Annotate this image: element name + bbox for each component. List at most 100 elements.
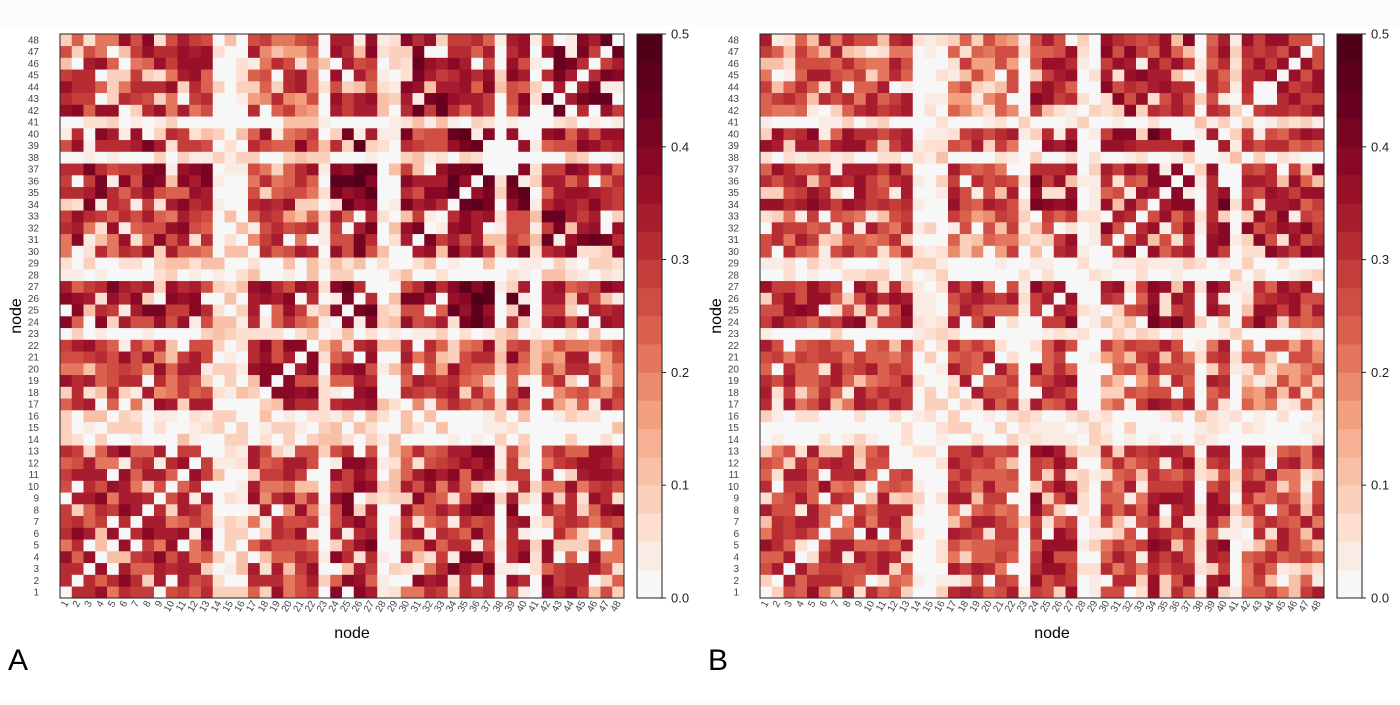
heatmap-cell bbox=[377, 81, 390, 94]
heatmap-cell bbox=[400, 128, 413, 141]
heatmap-cell bbox=[118, 562, 131, 575]
heatmap-cell bbox=[1183, 45, 1196, 58]
heatmap-cell bbox=[212, 492, 225, 505]
heatmap-cell bbox=[224, 562, 237, 575]
heatmap-cell bbox=[983, 186, 996, 199]
heatmap-cell bbox=[259, 128, 272, 141]
heatmap-cell bbox=[447, 128, 460, 141]
heatmap-cell bbox=[783, 398, 796, 411]
heatmap-cell bbox=[1288, 492, 1301, 505]
heatmap-cell bbox=[948, 515, 961, 528]
heatmap-cell bbox=[283, 81, 296, 94]
heatmap-cell bbox=[447, 421, 460, 434]
y-tick-label: 4 bbox=[733, 552, 739, 563]
heatmap-cell bbox=[865, 269, 878, 282]
heatmap-cell bbox=[201, 410, 214, 423]
heatmap-cell bbox=[1194, 574, 1207, 587]
heatmap-cell bbox=[842, 539, 855, 552]
heatmap-cell bbox=[795, 81, 808, 94]
heatmap-cell bbox=[830, 245, 843, 258]
heatmap-cell bbox=[1241, 457, 1254, 470]
x-tick-label: 25 bbox=[338, 599, 353, 615]
heatmap-cell bbox=[1124, 163, 1137, 176]
heatmap-cell bbox=[553, 81, 566, 94]
heatmap-cell bbox=[1006, 327, 1019, 340]
heatmap-cell bbox=[436, 175, 449, 188]
heatmap-cell bbox=[795, 539, 808, 552]
y-tick-label: 36 bbox=[28, 176, 40, 187]
heatmap-cell bbox=[459, 445, 472, 458]
heatmap-cell bbox=[541, 257, 554, 270]
heatmap-cell bbox=[1112, 57, 1125, 70]
heatmap-cell bbox=[530, 245, 543, 258]
heatmap-cell bbox=[901, 339, 914, 352]
heatmap-cell bbox=[1288, 562, 1301, 575]
heatmap-cell bbox=[901, 257, 914, 270]
heatmap-cell bbox=[295, 398, 308, 411]
heatmap-cell bbox=[118, 374, 131, 387]
heatmap-cell bbox=[212, 504, 225, 517]
heatmap-cell bbox=[400, 269, 413, 282]
heatmap-cell bbox=[1171, 339, 1184, 352]
heatmap-cell bbox=[901, 139, 914, 152]
heatmap-cell bbox=[377, 480, 390, 493]
heatmap-cell bbox=[494, 574, 507, 587]
heatmap-cell bbox=[271, 316, 284, 329]
heatmap-cell bbox=[1277, 280, 1290, 293]
heatmap-cell bbox=[600, 198, 613, 211]
heatmap-cell bbox=[142, 457, 155, 470]
heatmap-cell bbox=[1136, 421, 1149, 434]
colorbar-bin bbox=[637, 344, 662, 373]
heatmap-cell bbox=[553, 198, 566, 211]
heatmap-panel-a: 1 2 3 4 5 6 7 8 9 10 11 12 13 14 15 16 17 18 19 20 21 22 23 24 2… bbox=[0, 26, 700, 700]
heatmap-cell bbox=[1112, 468, 1125, 481]
heatmap-cell bbox=[948, 574, 961, 587]
heatmap-cell bbox=[224, 374, 237, 387]
heatmap-cell bbox=[795, 151, 808, 164]
heatmap-cell bbox=[1018, 186, 1031, 199]
heatmap-cell bbox=[588, 233, 601, 246]
heatmap-cell bbox=[189, 57, 202, 70]
heatmap-cell bbox=[1312, 257, 1325, 270]
heatmap-cell bbox=[936, 186, 949, 199]
heatmap-cell bbox=[412, 492, 425, 505]
colorbar-tick-label: 0.1 bbox=[1371, 478, 1389, 493]
heatmap-cell bbox=[783, 480, 796, 493]
heatmap-cell bbox=[1288, 210, 1301, 223]
heatmap-cell bbox=[995, 586, 1008, 599]
heatmap-cell bbox=[506, 280, 519, 293]
heatmap-cell bbox=[783, 92, 796, 105]
heatmap-cell bbox=[342, 316, 355, 329]
heatmap-cell bbox=[424, 198, 437, 211]
heatmap-cell bbox=[1136, 45, 1149, 58]
heatmap-cell bbox=[518, 586, 531, 599]
heatmap-cell bbox=[1265, 233, 1278, 246]
heatmap-cell bbox=[795, 304, 808, 317]
heatmap-cell bbox=[889, 304, 902, 317]
heatmap-cell bbox=[1183, 104, 1196, 117]
heatmap-cell bbox=[506, 327, 519, 340]
heatmap-cell bbox=[1206, 504, 1219, 517]
heatmap-cell bbox=[259, 410, 272, 423]
heatmap-cell bbox=[224, 198, 237, 211]
heatmap-cell bbox=[271, 104, 284, 117]
heatmap-cell bbox=[518, 316, 531, 329]
heatmap-cell bbox=[212, 175, 225, 188]
colorbar-bin bbox=[637, 175, 662, 204]
heatmap-cell bbox=[107, 480, 120, 493]
heatmap-cell bbox=[924, 351, 937, 364]
heatmap-cell bbox=[612, 339, 625, 352]
heatmap-cell bbox=[1089, 34, 1102, 47]
heatmap-cell bbox=[912, 421, 925, 434]
heatmap-cell bbox=[459, 433, 472, 446]
heatmap-cell bbox=[948, 45, 961, 58]
heatmap-cell bbox=[1089, 363, 1102, 376]
heatmap-cell bbox=[588, 316, 601, 329]
heatmap-cell bbox=[236, 57, 249, 70]
heatmap-cell bbox=[1112, 480, 1125, 493]
heatmap-cell bbox=[142, 104, 155, 117]
heatmap-cell bbox=[600, 280, 613, 293]
heatmap-cell bbox=[1030, 245, 1043, 258]
heatmap-cell bbox=[1006, 128, 1019, 141]
heatmap-cell bbox=[177, 363, 190, 376]
